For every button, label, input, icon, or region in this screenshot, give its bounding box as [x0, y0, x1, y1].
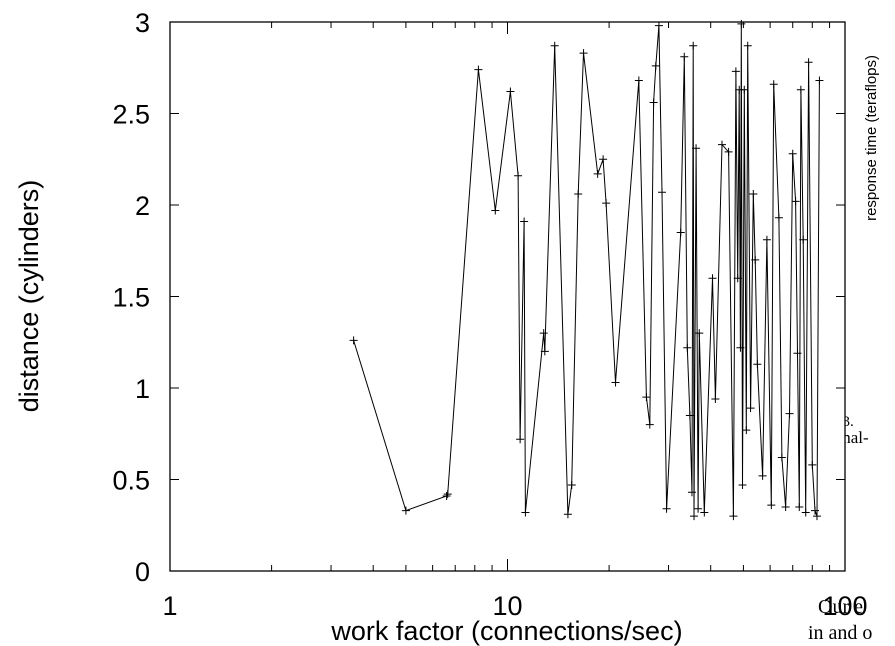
data-point	[599, 155, 608, 164]
data-point	[808, 460, 817, 469]
data-point	[749, 190, 758, 199]
data-point	[574, 190, 583, 199]
data-point	[743, 41, 752, 50]
data-point	[781, 502, 790, 511]
data-point	[777, 453, 786, 462]
data-point	[654, 21, 663, 30]
data-point	[815, 76, 824, 85]
data-point	[767, 501, 776, 510]
data-point	[642, 393, 651, 402]
data-point	[611, 378, 620, 387]
data-point	[742, 426, 751, 435]
data-point	[736, 343, 745, 352]
data-point	[662, 504, 671, 513]
data-point	[563, 510, 572, 519]
data-point	[520, 217, 529, 226]
data-point	[649, 98, 658, 107]
data-point	[804, 58, 813, 67]
data-point	[645, 420, 654, 429]
data-point	[685, 411, 694, 420]
data-point	[731, 67, 740, 76]
data-point	[491, 206, 500, 215]
data-point	[724, 147, 733, 156]
data-point	[593, 169, 602, 178]
data-point	[687, 488, 696, 497]
data-point	[651, 61, 660, 70]
data-point	[795, 502, 804, 511]
data-point	[474, 65, 483, 74]
data-point	[737, 19, 746, 28]
data-point	[801, 508, 810, 517]
plot-frame	[169, 21, 846, 572]
data-point	[746, 404, 755, 413]
data-point	[799, 235, 808, 244]
data-point	[658, 188, 667, 197]
data-point	[753, 360, 762, 369]
x-tick-label: 1	[162, 591, 177, 621]
data-point	[785, 409, 794, 418]
data-point	[791, 197, 800, 206]
body-text-line-1: Our e	[818, 596, 863, 618]
data-point	[680, 52, 689, 61]
data-point	[751, 255, 760, 264]
data-point	[676, 228, 685, 237]
data-point	[793, 349, 802, 358]
x-tick-label: 10	[492, 591, 522, 621]
y-tick-label: 0.5	[112, 466, 150, 496]
body-text-line-3: hypothes	[808, 643, 880, 646]
data-point	[733, 274, 742, 283]
data-point	[811, 506, 820, 515]
y-tick-label: 1.5	[112, 283, 150, 313]
data-point	[769, 80, 778, 89]
data-point	[634, 76, 643, 85]
data-point	[602, 199, 611, 208]
data-point	[812, 512, 821, 521]
data-point	[443, 490, 452, 499]
data-point	[349, 336, 358, 345]
data-point	[550, 41, 559, 50]
data-point	[708, 274, 717, 283]
data-point	[567, 480, 576, 489]
x-axis-title: work factor (connections/sec)	[330, 616, 682, 646]
data-point	[521, 508, 530, 517]
data-point	[514, 171, 523, 180]
data-point	[695, 329, 704, 338]
data-point	[738, 480, 747, 489]
data-point	[729, 512, 738, 521]
y-tick-label: 1	[135, 374, 150, 404]
data-point	[540, 347, 549, 356]
data-point	[788, 149, 797, 158]
data-point	[796, 85, 805, 94]
data-point	[700, 508, 709, 517]
data-point	[774, 213, 783, 222]
body-text-line-2: in and o	[808, 622, 872, 644]
data-point	[506, 87, 515, 96]
data-point	[442, 491, 451, 500]
data-point	[694, 504, 703, 513]
data-point	[717, 140, 726, 149]
data-point	[758, 471, 767, 480]
y-axis-title: distance (cylinders)	[14, 180, 44, 413]
y-tick-label: 2	[135, 191, 150, 221]
y-tick-label: 2.5	[112, 100, 150, 130]
data-point	[516, 435, 525, 444]
y-tick-label: 3	[135, 8, 150, 38]
data-point	[579, 49, 588, 58]
x-tick-label: 100	[822, 591, 867, 621]
y-tick-label: 0	[135, 557, 150, 587]
data-point	[692, 144, 701, 153]
data-point	[401, 506, 410, 515]
data-point	[711, 394, 720, 403]
right-axis-label: response time (teraflops)	[863, 55, 880, 221]
data-point	[689, 41, 698, 50]
data-point	[683, 343, 692, 352]
data-point	[762, 235, 771, 244]
data-point	[690, 512, 699, 521]
data-point	[539, 329, 548, 338]
data-point	[740, 85, 749, 94]
